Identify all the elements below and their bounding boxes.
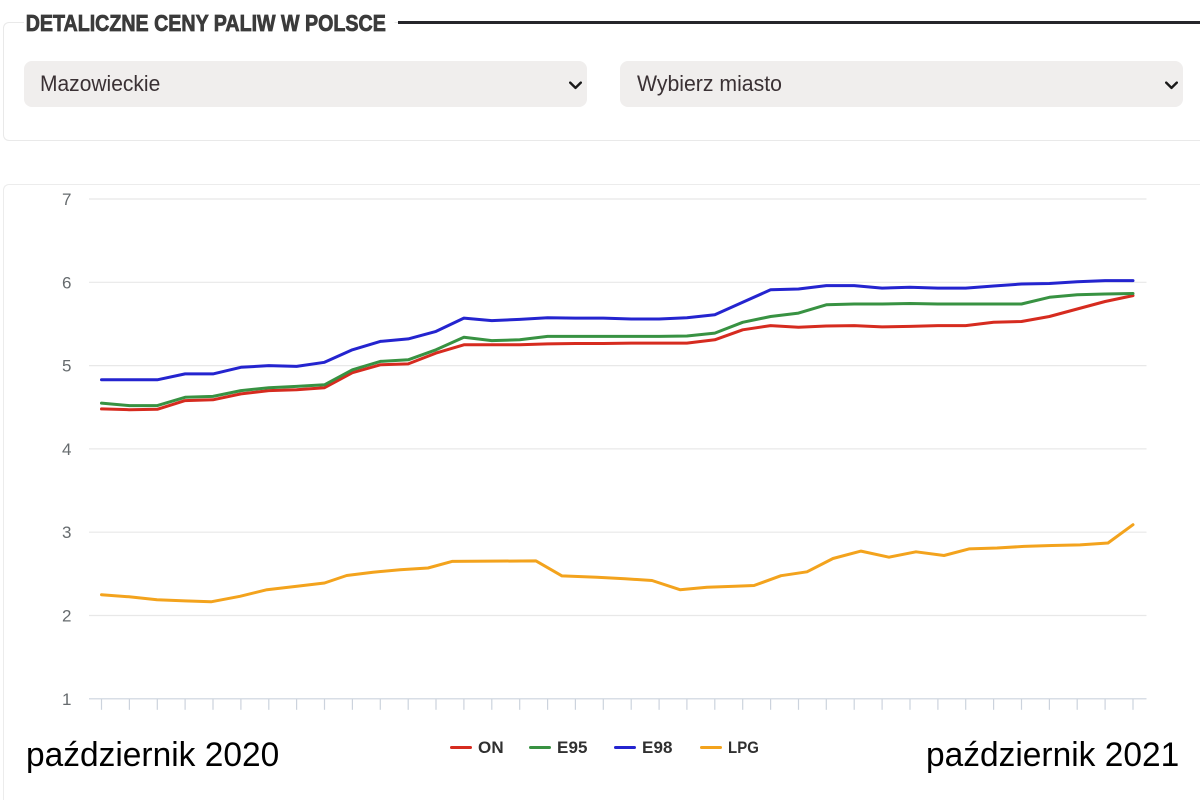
svg-text:3: 3 xyxy=(62,523,71,542)
svg-text:5: 5 xyxy=(62,357,71,376)
svg-text:1: 1 xyxy=(62,690,71,709)
svg-text:7: 7 xyxy=(62,190,71,209)
svg-text:4: 4 xyxy=(62,440,71,459)
svg-text:2: 2 xyxy=(62,607,71,626)
svg-text:6: 6 xyxy=(62,273,71,292)
